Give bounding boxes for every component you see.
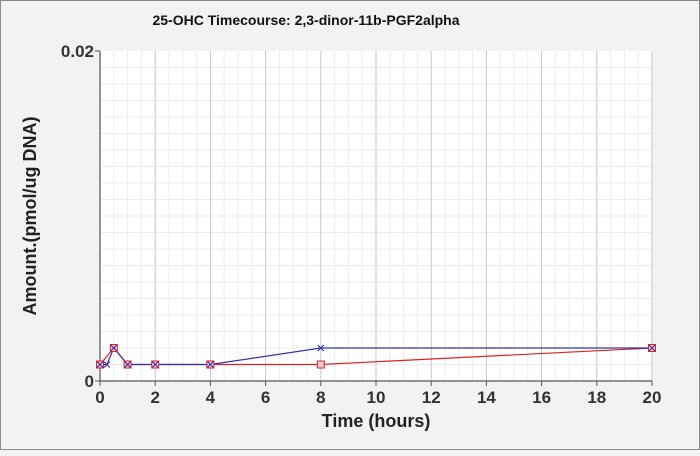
data-point-x-stroke	[151, 361, 159, 368]
x-tick-label: 18	[587, 388, 606, 407]
data-point-x-stroke	[110, 344, 118, 352]
data-point-x-stroke	[96, 361, 104, 368]
x-tick-label: 16	[532, 388, 551, 407]
y-tick-label: 0.02	[61, 42, 94, 61]
data-point-x-stroke	[124, 361, 132, 368]
x-tick-label: 8	[316, 388, 325, 407]
x-tick-label: 10	[367, 388, 386, 407]
series-line-1	[100, 346, 652, 366]
data-point-x	[96, 361, 104, 368]
x-tick-label: 14	[477, 388, 496, 407]
tick-labels: 0 2 4 6 8 10 12 14 16 18 20 0 0.02	[61, 42, 662, 407]
y-tick-label: 0	[85, 372, 94, 391]
data-point-x	[103, 361, 111, 368]
x-tick-label: 20	[643, 388, 662, 407]
y-axis-label: Amount.(pmol/ug DNA)	[20, 117, 40, 316]
data-point-square	[316, 360, 325, 369]
data-point-x-stroke	[206, 361, 214, 368]
data-point-x	[648, 344, 656, 352]
data-point-x-stroke	[648, 344, 656, 352]
x-tick-label: 6	[261, 388, 270, 407]
data-point-x	[110, 344, 118, 352]
data-point-x	[206, 361, 214, 368]
data-point-x	[151, 361, 159, 368]
x-tick-label: 0	[95, 388, 104, 407]
data-point-x	[124, 361, 132, 368]
x-tick-label: 12	[422, 388, 441, 407]
series-group	[96, 344, 656, 369]
x-axis-label: Time (hours)	[322, 411, 431, 431]
grid	[99, 51, 653, 381]
x-tick-label: 4	[206, 388, 216, 407]
data-point-x-stroke	[103, 361, 111, 368]
data-point-x-stroke	[317, 344, 325, 352]
chart-title: 25-OHC Timecourse: 2,3-dinor-11b-PGF2alp…	[152, 12, 459, 28]
data-point-x	[317, 344, 325, 352]
x-tick-label: 2	[150, 388, 159, 407]
